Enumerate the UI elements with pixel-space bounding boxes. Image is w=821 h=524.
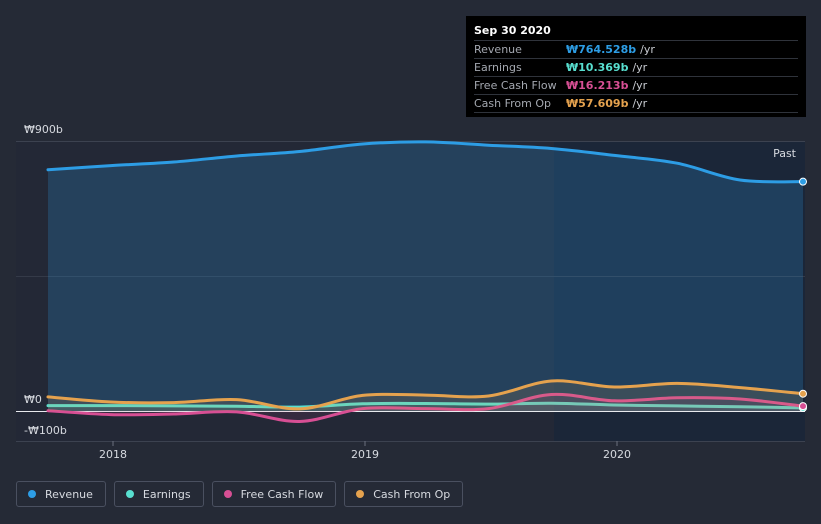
tooltip-unit: /yr bbox=[632, 97, 648, 110]
tooltip-unit: /yr bbox=[640, 43, 655, 56]
legend-label: Free Cash Flow bbox=[240, 487, 324, 501]
tooltip: Sep 30 2020 Revenue ₩764.528b /yr Earnin… bbox=[466, 16, 806, 117]
tooltip-label: Earnings bbox=[474, 61, 522, 74]
endpoint-free-cash-flow bbox=[799, 402, 807, 411]
y-tick-label: ₩900b bbox=[24, 123, 63, 136]
series-line-cash-from-op bbox=[46, 379, 805, 411]
tooltip-row-cash-from-op: Cash From Op ₩57.609b /yr bbox=[474, 94, 798, 113]
chart-area: ₩900b ₩0 -₩100b 2018 2019 2020 Past bbox=[16, 123, 807, 461]
tooltip-date: Sep 30 2020 bbox=[474, 24, 551, 37]
tooltip-row-earnings: Earnings ₩10.369b /yr bbox=[474, 58, 798, 76]
x-tick-label: 2019 bbox=[351, 448, 379, 461]
series-line-earnings bbox=[46, 401, 805, 410]
legend-item-free-cash-flow[interactable]: Free Cash Flow bbox=[211, 481, 337, 507]
tooltip-row-free-cash-flow: Free Cash Flow ₩16.213b /yr bbox=[474, 76, 798, 94]
legend-item-earnings[interactable]: Earnings bbox=[113, 481, 204, 507]
legend-dot-icon bbox=[356, 490, 365, 498]
series-line-free-cash-flow bbox=[46, 392, 805, 424]
past-label: Past bbox=[773, 147, 797, 160]
legend: Revenue Earnings Free Cash Flow Cash Fro… bbox=[16, 481, 464, 507]
x-tick-label: 2018 bbox=[99, 448, 127, 461]
legend-item-revenue[interactable]: Revenue bbox=[16, 481, 106, 507]
tooltip-unit: /yr bbox=[632, 79, 648, 92]
tooltip-value: ₩764.528b bbox=[566, 43, 637, 56]
legend-label: Cash From Op bbox=[373, 487, 451, 501]
tooltip-value: ₩16.213b bbox=[566, 79, 629, 92]
tooltip-label: Free Cash Flow bbox=[474, 79, 557, 92]
tooltip-value: ₩10.369b bbox=[566, 61, 629, 74]
tooltip-row-revenue: Revenue ₩764.528b /yr bbox=[474, 40, 798, 58]
tooltip-label: Revenue bbox=[474, 43, 522, 56]
endpoint-revenue bbox=[799, 177, 807, 186]
legend-dot-icon bbox=[223, 490, 232, 498]
legend-dot-icon bbox=[125, 490, 134, 498]
x-tick-label: 2020 bbox=[603, 448, 631, 461]
legend-label: Revenue bbox=[45, 487, 93, 501]
series-line-revenue bbox=[46, 140, 805, 184]
series-area-revenue bbox=[48, 141, 803, 411]
legend-dot-icon bbox=[28, 490, 36, 498]
endpoint-cash-from-op bbox=[799, 389, 807, 398]
tooltip-value: ₩57.609b bbox=[566, 97, 629, 110]
y-tick-label: ₩0 bbox=[24, 393, 42, 406]
tooltip-unit: /yr bbox=[632, 61, 648, 74]
tooltip-label: Cash From Op bbox=[474, 97, 552, 110]
legend-item-cash-from-op[interactable]: Cash From Op bbox=[344, 481, 464, 507]
legend-label: Earnings bbox=[142, 487, 191, 501]
y-tick-label: -₩100b bbox=[24, 424, 67, 437]
